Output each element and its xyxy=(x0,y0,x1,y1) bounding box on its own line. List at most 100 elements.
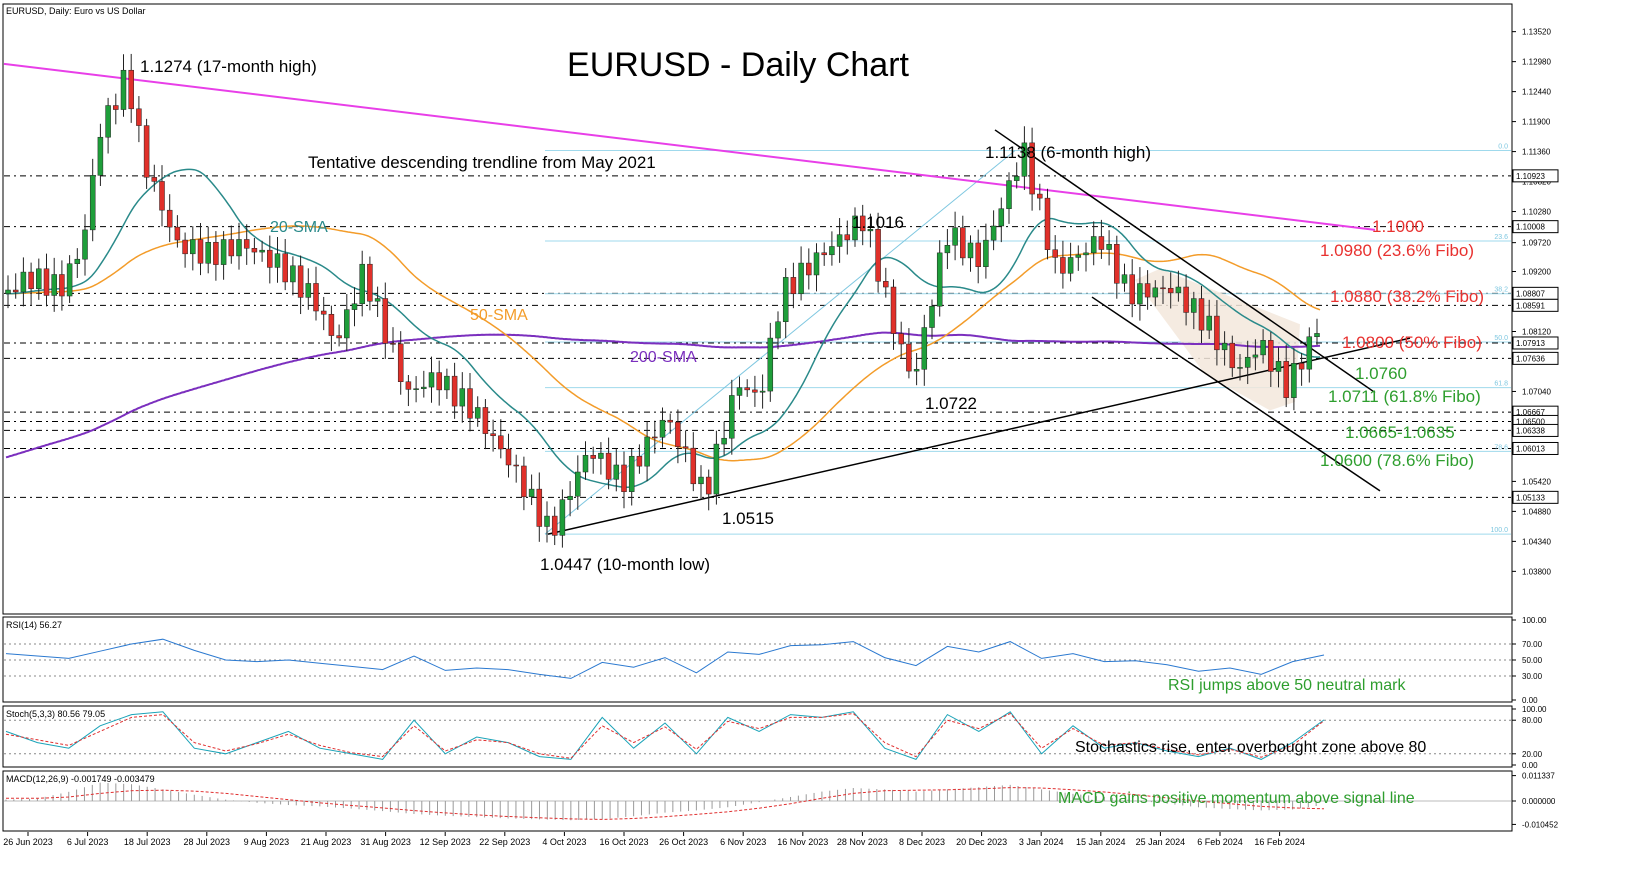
fib-level-label: 78.6 xyxy=(1494,444,1508,451)
candle-down xyxy=(336,335,342,339)
x-tick-label: 28 Nov 2023 xyxy=(837,837,888,847)
candle-up xyxy=(236,239,242,257)
stoch-k-line xyxy=(5,711,1325,760)
candle-down xyxy=(59,274,65,297)
candle-down xyxy=(1029,142,1035,195)
candle-down xyxy=(143,125,150,178)
y-tick-label: 1.08120 xyxy=(1522,327,1551,336)
candle-down xyxy=(536,488,543,527)
fib-level-label: 23.6 xyxy=(1494,234,1508,241)
annotation-sma200: 200-SMA xyxy=(630,349,697,366)
candle-up xyxy=(5,289,11,294)
candle-up xyxy=(1090,236,1097,254)
annotation-s0711: 1.0711 (61.8% Fibo) xyxy=(1328,387,1481,406)
ascending-trendline xyxy=(547,337,1411,535)
annotation-s0760: 1.0760 xyxy=(1355,364,1407,383)
x-tick-label: 16 Oct 2023 xyxy=(599,837,648,847)
candle-down xyxy=(1037,193,1043,199)
candle-up xyxy=(1067,257,1074,274)
candle-down xyxy=(174,226,181,241)
sma-200-line xyxy=(5,331,1321,459)
stoch-d-line xyxy=(5,712,1325,759)
candle-down xyxy=(636,455,643,467)
rsi-line xyxy=(5,638,1325,679)
fib-level-label: 0.0 xyxy=(1498,143,1508,150)
rsi-y-tick-label: 70.00 xyxy=(1522,640,1543,649)
candle-down xyxy=(898,333,904,345)
candle-up xyxy=(1013,176,1020,181)
candle-up xyxy=(105,105,111,138)
candle-up xyxy=(613,464,620,480)
candle-up xyxy=(852,215,858,241)
price-box xyxy=(1512,423,1559,437)
annotation-six_month_high: 1.1138 (6-month high) xyxy=(985,143,1151,162)
x-tick-label: 16 Nov 2023 xyxy=(777,837,828,847)
rsi-y-tick-label: 30.00 xyxy=(1522,672,1543,681)
price-box xyxy=(1512,351,1559,365)
candle-down xyxy=(467,388,473,419)
candle-down xyxy=(960,227,966,259)
price-box-label: 1.10923 xyxy=(1516,172,1545,181)
candle-down xyxy=(367,263,373,302)
candle-down xyxy=(682,446,689,449)
candle-up xyxy=(1152,287,1159,298)
candle-down xyxy=(297,265,304,298)
stoch-y-tick-label: 80.00 xyxy=(1522,716,1543,725)
candle-down xyxy=(590,455,596,459)
y-tick-label: 1.11360 xyxy=(1522,148,1551,157)
candle-up xyxy=(782,277,789,322)
annotation-r0800: 1.0800 (50% Fibo) xyxy=(1342,333,1482,352)
candle-down xyxy=(490,433,496,437)
x-tick-label: 6 Feb 2024 xyxy=(1197,837,1243,847)
candle-down xyxy=(859,215,866,232)
x-tick-label: 21 Aug 2023 xyxy=(301,837,352,847)
candle-down xyxy=(513,464,519,467)
candle-down xyxy=(883,281,889,288)
candle-up xyxy=(1244,356,1251,368)
price-panel-frame xyxy=(2,3,1513,615)
candle-up xyxy=(998,208,1005,227)
candle-down xyxy=(1214,315,1220,351)
annotation-s0665: 1.0665-1.0635 xyxy=(1345,423,1455,442)
x-tick-label: 20 Dec 2023 xyxy=(956,837,1007,847)
candle-up xyxy=(990,225,997,241)
candle-up xyxy=(74,258,81,264)
candle-down xyxy=(482,407,489,434)
x-tick-label: 25 Jan 2024 xyxy=(1136,837,1186,847)
candle-up xyxy=(97,136,104,176)
candle-down xyxy=(652,436,658,439)
candle-up xyxy=(1260,340,1266,356)
candle-down xyxy=(1052,249,1058,258)
candle-up xyxy=(1083,252,1089,256)
candle-up xyxy=(829,246,835,256)
candle-up xyxy=(1237,367,1243,369)
candle-down xyxy=(875,229,881,282)
candle-down xyxy=(197,239,204,264)
price-box xyxy=(1512,336,1559,350)
candle-down xyxy=(1114,244,1120,284)
candle-down xyxy=(282,253,288,283)
x-tick-label: 6 Nov 2023 xyxy=(720,837,766,847)
candle-down xyxy=(382,298,389,344)
annotation-p1016: 1.1016 xyxy=(852,213,904,232)
candle-up xyxy=(598,452,604,459)
candle-up xyxy=(1006,180,1012,209)
channel-lower-line xyxy=(1091,296,1381,492)
fib-level-label: 100.0 xyxy=(1490,527,1508,534)
candle-down xyxy=(12,289,19,293)
candle-up xyxy=(1191,298,1197,313)
macd-y-tick-label: 0.011337 xyxy=(1522,772,1555,781)
candle-down xyxy=(213,241,219,265)
candle-up xyxy=(759,390,766,393)
annotation-high: 1.1274 (17-month high) xyxy=(140,57,317,76)
y-tick-label: 1.04880 xyxy=(1522,507,1551,516)
candle-down xyxy=(43,268,50,296)
candle-down xyxy=(1160,287,1166,290)
annotation-r1000: 1.1000 xyxy=(1372,217,1424,236)
candle-down xyxy=(151,177,158,182)
candle-up xyxy=(36,268,42,290)
candle-down xyxy=(844,234,851,241)
y-tick-label: 1.04340 xyxy=(1522,537,1551,546)
candle-up xyxy=(1252,354,1259,358)
candle-up xyxy=(1221,342,1228,351)
